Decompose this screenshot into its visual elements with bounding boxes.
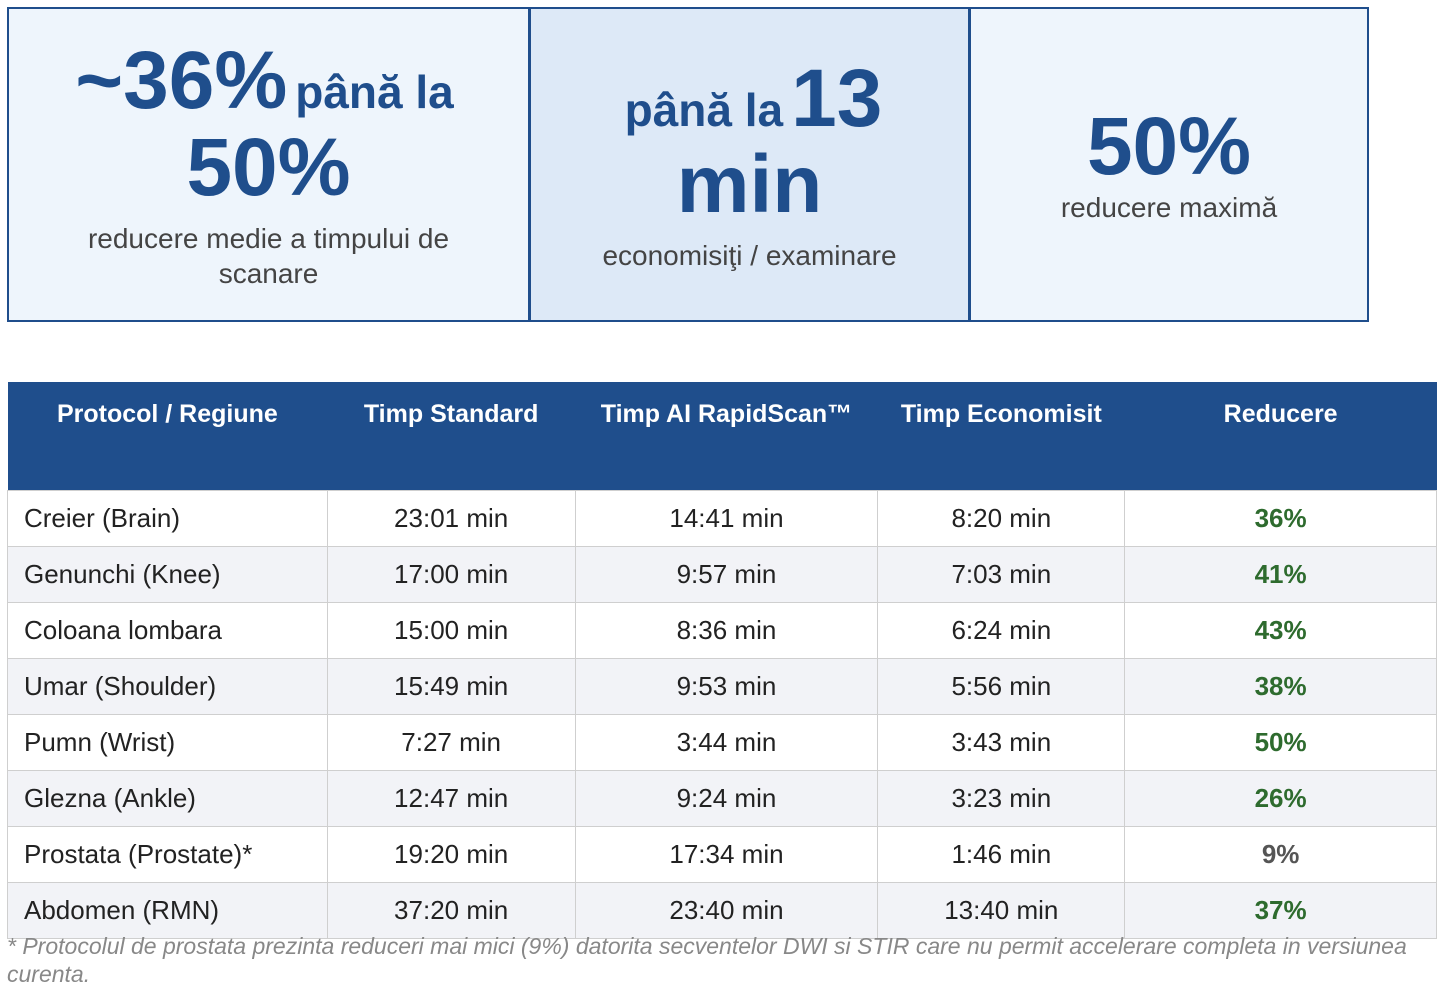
- table-cell: 8:20 min: [877, 490, 1126, 547]
- table-cell: Creier (Brain): [7, 490, 328, 547]
- header-cell: Timp Economisit: [877, 382, 1125, 491]
- footnote: * Protocolul de prostata prezinta reduce…: [7, 933, 1407, 987]
- table-row: Prostata (Prostate)* 19:20 min 17:34 min 1:…: [7, 826, 1437, 883]
- stat-caption: reducere medie a timpului de scanare: [87, 222, 450, 289]
- table-row: Creier (Brain) 23:01 min 14:41 min 8:20 min…: [7, 490, 1437, 547]
- reduction-cell: 37%: [1124, 882, 1437, 939]
- reduction-cell: 38%: [1124, 658, 1437, 715]
- table-row: Pumn (Wrist) 7:27 min 3:44 min 3:43 min 50%: [7, 714, 1437, 771]
- table-cell: 9:57 min: [574, 546, 879, 603]
- reduction-cell: 26%: [1124, 770, 1437, 827]
- table-cell: 9:24 min: [574, 770, 879, 827]
- header-cell: Protocol / Regiune: [7, 382, 328, 491]
- header-cell: Timp Standard: [327, 382, 576, 491]
- table-cell: 19:20 min: [326, 826, 576, 883]
- table-cell: 9:53 min: [574, 658, 879, 715]
- table-cell: Coloana lombara: [7, 602, 328, 659]
- table-cell: Prostata (Prostate)*: [7, 826, 328, 883]
- table-cell: 13:40 min: [877, 882, 1126, 939]
- stat-value: 13: [791, 52, 883, 144]
- table: Protocol / Regiune Timp Standard Timp AI R…: [7, 382, 1437, 939]
- stat-value: min: [676, 139, 823, 230]
- table-cell: 37:20 min: [326, 882, 576, 939]
- table-cell: 6:24 min: [877, 602, 1126, 659]
- table-row: Genunchi (Knee) 17:00 min 9:57 min 7:03 min…: [7, 546, 1437, 603]
- table-cell: 12:47 min: [326, 770, 576, 827]
- table-cell: 14:41 min: [574, 490, 879, 547]
- table-cell: 3:44 min: [574, 714, 879, 771]
- table-cell: 3:23 min: [877, 770, 1126, 827]
- stat-value: ~36%: [75, 35, 288, 127]
- stat-card: până la13 min economisiţi / examinare: [529, 7, 970, 322]
- table-row: Glezna (Ankle) 12:47 min 9:24 min 3:23 min 2…: [7, 770, 1437, 827]
- reduction-cell: 43%: [1124, 602, 1437, 659]
- table-cell: Umar (Shoulder): [7, 658, 328, 715]
- stat-text: până la: [624, 83, 784, 136]
- table-row: Umar (Shoulder) 15:49 min 9:53 min 5:56 min…: [7, 658, 1437, 715]
- table-cell: 15:49 min: [326, 658, 576, 715]
- stat-text: până la: [295, 66, 454, 119]
- stat-value: 50%: [1086, 100, 1252, 192]
- stat-caption: reducere maximă: [1060, 192, 1278, 224]
- table-row: Abdomen (RMN) 37:20 min 23:40 min 13:40 min…: [7, 882, 1437, 939]
- table-cell: 23:01 min: [326, 490, 576, 547]
- table-cell: 23:40 min: [574, 882, 879, 939]
- table-cell: Pumn (Wrist): [7, 714, 328, 771]
- stat-card: ~36% până la 50% reducere medie a timpulu…: [7, 7, 530, 322]
- reduction-cell: 41%: [1124, 546, 1437, 603]
- table-cell: 17:34 min: [574, 826, 879, 883]
- header-cell: Timp AI RapidScan™: [575, 382, 878, 491]
- header-row: Protocol / Regiune Timp Standard Timp AI R…: [7, 382, 1437, 491]
- table-cell: Glezna (Ankle): [7, 770, 328, 827]
- table-cell: 7:27 min: [326, 714, 576, 771]
- table-cell: 7:03 min: [877, 546, 1126, 603]
- table-cell: Abdomen (RMN): [7, 882, 328, 939]
- table-cell: 5:56 min: [877, 658, 1126, 715]
- table-row: Coloana lombara 15:00 min 8:36 min 6:24 min…: [7, 602, 1437, 659]
- table-cell: 17:00 min: [326, 546, 576, 603]
- table-cell: 1:46 min: [877, 826, 1126, 883]
- stat-caption: economisiţi / examinare: [602, 240, 897, 272]
- reduction-cell: 36%: [1124, 490, 1437, 547]
- reduction-cell: 9%: [1124, 826, 1437, 883]
- stat-value: 50%: [186, 121, 351, 213]
- stat-card: 50% reducere maximă: [969, 7, 1369, 322]
- table-cell: 3:43 min: [877, 714, 1126, 771]
- header-cell: Reducere: [1124, 382, 1437, 491]
- table-cell: 15:00 min: [326, 602, 576, 659]
- reduction-cell: 50%: [1124, 714, 1437, 771]
- table-cell: 8:36 min: [574, 602, 879, 659]
- table-cell: Genunchi (Knee): [7, 546, 328, 603]
